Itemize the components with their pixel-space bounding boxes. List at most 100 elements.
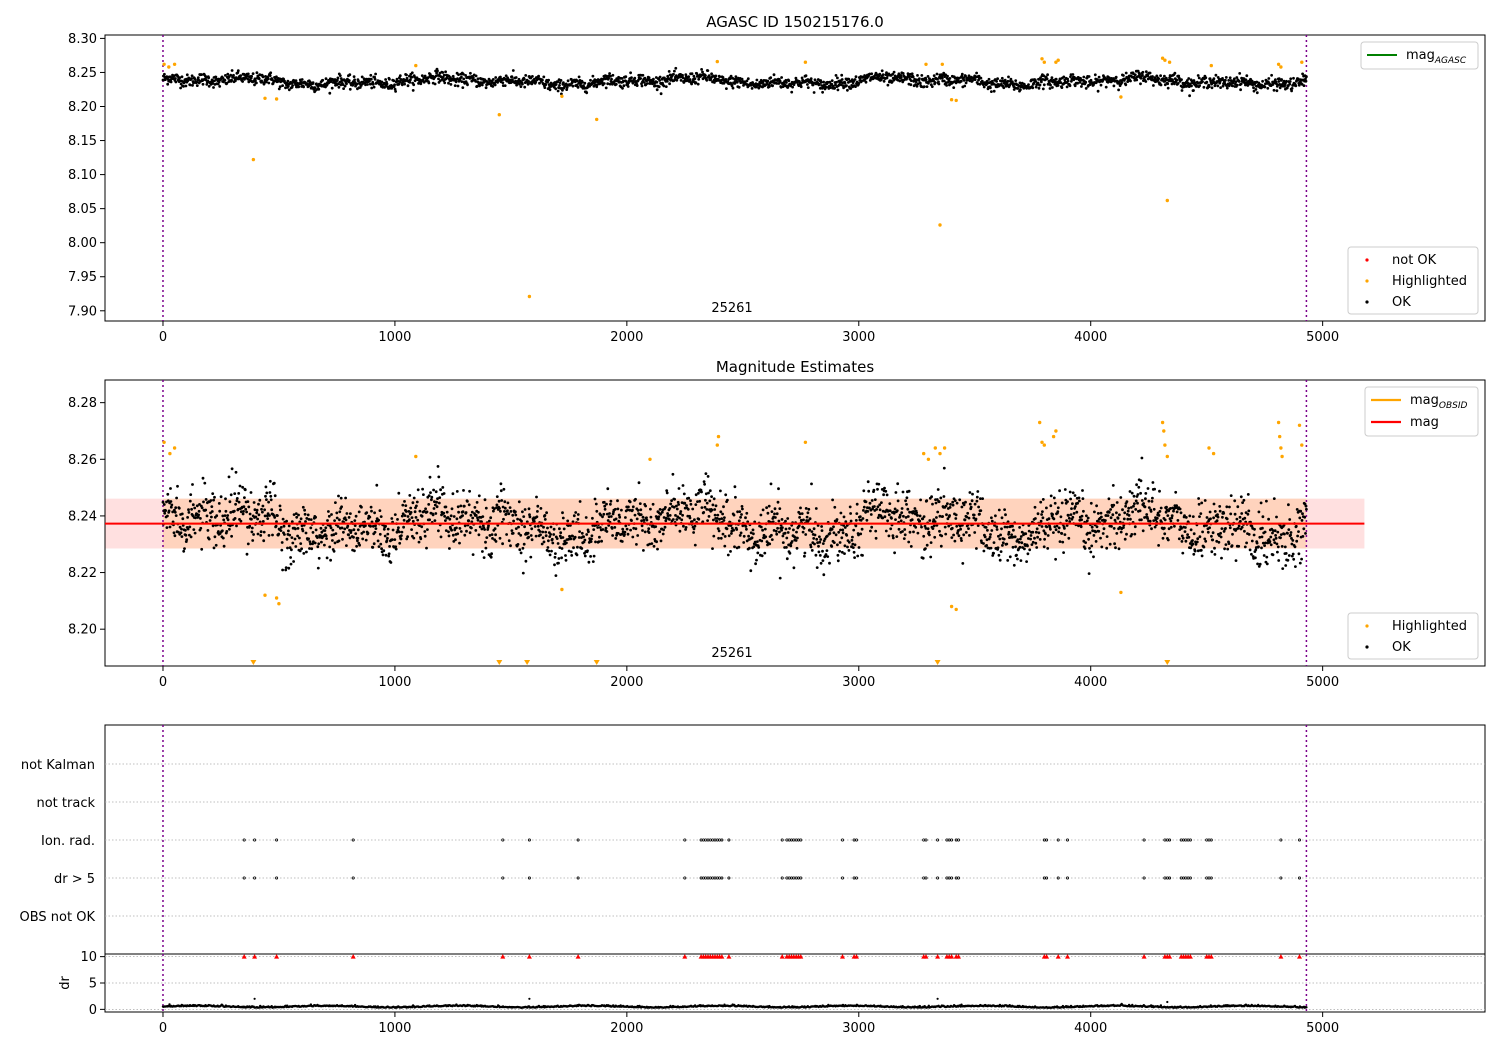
estimates-point [620, 540, 624, 543]
estimates-point [969, 505, 973, 509]
estimates-point [316, 566, 320, 570]
agasc-xtick-label: 4000 [1074, 330, 1107, 345]
estimates-point [1085, 514, 1088, 518]
agasc-highlighted-point [274, 97, 279, 101]
estimates-point [819, 538, 823, 541]
estimates-point [774, 529, 778, 533]
agasc-point [571, 84, 575, 88]
agasc-point [291, 84, 294, 87]
agasc-point [449, 83, 453, 86]
agasc-point [461, 72, 465, 76]
estimates-point [349, 529, 353, 532]
agasc-point [713, 81, 716, 84]
estimates-point [429, 491, 432, 494]
agasc-point [885, 71, 888, 75]
agasc-point [724, 78, 728, 81]
estimates-point [1110, 525, 1113, 528]
estimates-point [830, 527, 834, 531]
agasc-point [930, 85, 934, 88]
estimates-point [558, 527, 561, 531]
estimates-point [634, 497, 637, 501]
estimates-point [745, 527, 748, 531]
agasc-point [250, 74, 254, 78]
estimates-point [314, 528, 318, 532]
estimates-point [289, 556, 292, 559]
agasc-point [544, 83, 548, 87]
estimates-point [508, 506, 512, 509]
estimates-point [806, 511, 810, 515]
agasc-point [405, 73, 408, 77]
estimates-point [492, 509, 495, 513]
agasc-point [666, 74, 670, 78]
estimates-point [193, 531, 197, 535]
estimates-point [778, 507, 782, 510]
estimates-point [404, 510, 408, 513]
estimates-point [609, 502, 612, 506]
estimates-point [1041, 510, 1044, 513]
estimates-point [968, 491, 972, 494]
estimates-point [737, 519, 741, 523]
estimates-point [1200, 554, 1204, 558]
agasc-point [195, 80, 199, 84]
estimates-point [602, 512, 606, 516]
estimates-point [1141, 529, 1145, 533]
estimates-point [828, 561, 831, 565]
estimates-point [544, 534, 548, 538]
agasc-point [725, 87, 728, 90]
estimates-point [476, 518, 480, 522]
agasc-point [960, 72, 964, 76]
estimates-point [401, 503, 405, 507]
agasc-point [1073, 84, 1077, 88]
estimates-point [1108, 542, 1112, 546]
estimates-point [616, 499, 619, 503]
estimates-point [1019, 537, 1022, 541]
estimates-point [404, 504, 408, 507]
agasc-point [442, 73, 446, 77]
estimates-point [1034, 530, 1038, 534]
estimates-point [294, 527, 297, 531]
estimates-point [265, 498, 268, 501]
agasc-xtick-label: 3000 [842, 330, 875, 345]
estimates-point [723, 516, 726, 519]
agasc-point [1159, 83, 1163, 87]
estimates-point [1136, 493, 1140, 496]
estimates-point [411, 501, 415, 505]
estimates-point [663, 525, 667, 529]
estimates-point [331, 528, 335, 532]
estimates-point [634, 527, 638, 531]
estimates-point [465, 529, 468, 533]
estimates-point [570, 554, 574, 557]
estimates-point [1253, 527, 1256, 531]
estimates-point [688, 516, 692, 520]
estimates-point [483, 528, 486, 531]
estimates-point [467, 519, 471, 523]
estimates-point [565, 541, 568, 545]
estimates-point [477, 533, 481, 537]
agasc-point [690, 82, 693, 86]
estimates-point [1203, 537, 1207, 541]
estimates-point [400, 530, 404, 534]
agasc-point [755, 78, 759, 82]
estimates-point [812, 527, 816, 531]
agasc-point [1135, 78, 1139, 82]
agasc-point [1266, 86, 1270, 90]
agasc-point [577, 75, 581, 79]
agasc-point [1157, 77, 1161, 80]
estimates-point [167, 509, 171, 513]
estimates-point [744, 525, 748, 528]
estimates-point [1184, 539, 1188, 543]
agasc-point [1233, 77, 1236, 81]
estimates-point [1121, 508, 1124, 512]
agasc-point [266, 77, 270, 81]
estimates-point [822, 573, 826, 577]
estimates-point [962, 503, 966, 507]
estimates-point [891, 536, 895, 540]
estimates-point [1195, 540, 1199, 544]
agasc-point [948, 77, 952, 80]
agasc-point [469, 71, 472, 75]
estimates-point [514, 513, 518, 517]
estimates-point [500, 499, 504, 502]
estimates-point [818, 554, 822, 557]
estimates-point [411, 519, 415, 523]
estimates-point [1135, 483, 1138, 487]
